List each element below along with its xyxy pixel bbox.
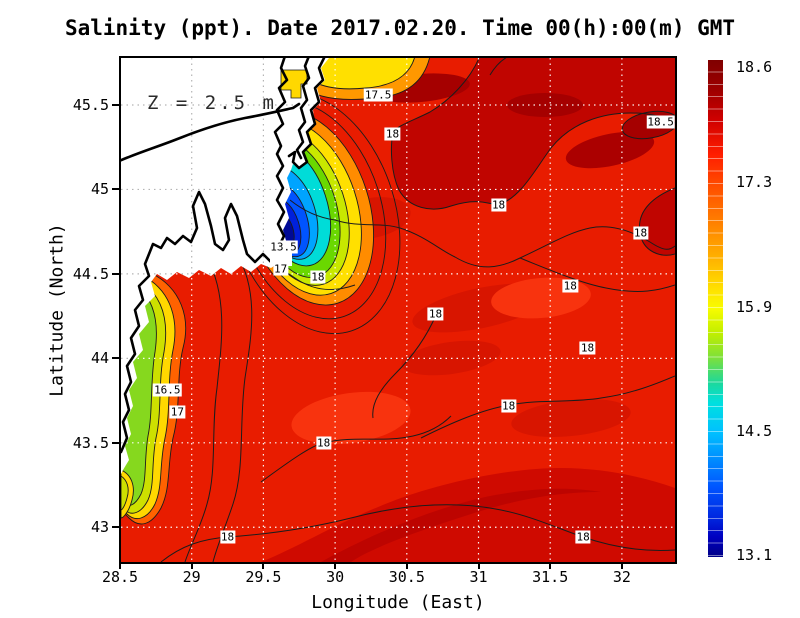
x-tick-mark: [334, 562, 337, 569]
land-mask: [121, 58, 329, 474]
brighter-spot: [291, 391, 411, 445]
x-tick-mark: [620, 562, 623, 569]
contour-label: 18: [562, 279, 578, 293]
y-tick-label: 43: [90, 518, 109, 537]
colorbar: [708, 60, 723, 557]
contour-label: 13.5: [269, 240, 298, 254]
colorbar-tick-label: 15.9: [736, 297, 773, 316]
x-tick-mark: [190, 562, 193, 569]
y-tick-mark: [112, 441, 119, 444]
y-tick-mark: [112, 188, 119, 191]
y-tick-label: 45.5: [72, 96, 109, 114]
y-tick-label: 44.5: [72, 264, 109, 283]
x-tick-mark: [405, 562, 408, 569]
contour-label: 18: [575, 530, 591, 544]
x-axis-title: Longitude (East): [311, 592, 485, 613]
x-tick-label: 28.5: [101, 568, 139, 586]
dark-streak: [321, 488, 601, 562]
x-tick-label: 29.5: [245, 568, 282, 586]
contour-label: 18: [310, 270, 326, 284]
y-axis-title: Latitude (North): [46, 223, 68, 397]
contour-label: 18: [490, 198, 507, 212]
x-tick-mark: [262, 562, 265, 569]
contour-label: 17.5: [363, 88, 393, 102]
contour-label: 18: [316, 436, 332, 450]
coastline: [121, 58, 326, 454]
darker-spot: [565, 131, 655, 169]
map-canvas: [121, 58, 675, 562]
y-tick-label: 45: [90, 180, 109, 199]
x-tick-mark: [119, 562, 121, 569]
x-tick-label: 30: [326, 568, 345, 586]
colorbar-tick-label: 14.5: [736, 421, 773, 440]
x-tick-label: 32: [612, 568, 631, 586]
x-tick-label: 31.5: [532, 568, 569, 586]
contour-label: 17: [272, 262, 289, 276]
contour-label: 18: [579, 341, 596, 355]
x-tick-mark: [477, 562, 480, 569]
y-tick-mark: [112, 104, 119, 106]
y-tick-mark: [112, 272, 119, 275]
contour-label: 18: [427, 307, 444, 321]
x-tick-mark: [549, 562, 552, 569]
colorbar-tick-label: 13.1: [736, 546, 773, 564]
x-tick-label: 30.5: [388, 568, 425, 586]
contour-label: 18: [500, 399, 517, 413]
dark-salinity-region-north: [391, 58, 675, 209]
colorbar-tick-label: 17.3: [736, 173, 773, 192]
y-tick-mark: [112, 357, 119, 360]
contour-label: 18: [384, 127, 401, 141]
contour-label: 16.5: [153, 383, 182, 397]
darker-spot: [511, 399, 631, 437]
plot-title: Salinity (ppt). Date 2017.02.20. Time 00…: [64, 16, 736, 40]
y-tick-label: 44: [90, 349, 109, 368]
colorbar-tick-label: 18.6: [736, 58, 773, 76]
contour-label: 17: [169, 405, 185, 419]
gridlines-land: [121, 58, 329, 474]
contour-label-fragment: [270, 258, 292, 266]
contour-label-fragment: [272, 251, 292, 260]
contour-label: 18: [632, 226, 649, 240]
y-tick-mark: [112, 526, 119, 529]
dark-salinity-region-right: [639, 188, 675, 256]
x-tick-label: 29: [182, 568, 201, 586]
y-tick-label: 43.5: [72, 433, 109, 452]
depth-annotation: Z = 2.5 m: [147, 92, 277, 114]
x-tick-label: 31: [469, 568, 488, 586]
contour-label: 18: [219, 530, 236, 544]
contour-label: 18.5: [646, 115, 675, 129]
